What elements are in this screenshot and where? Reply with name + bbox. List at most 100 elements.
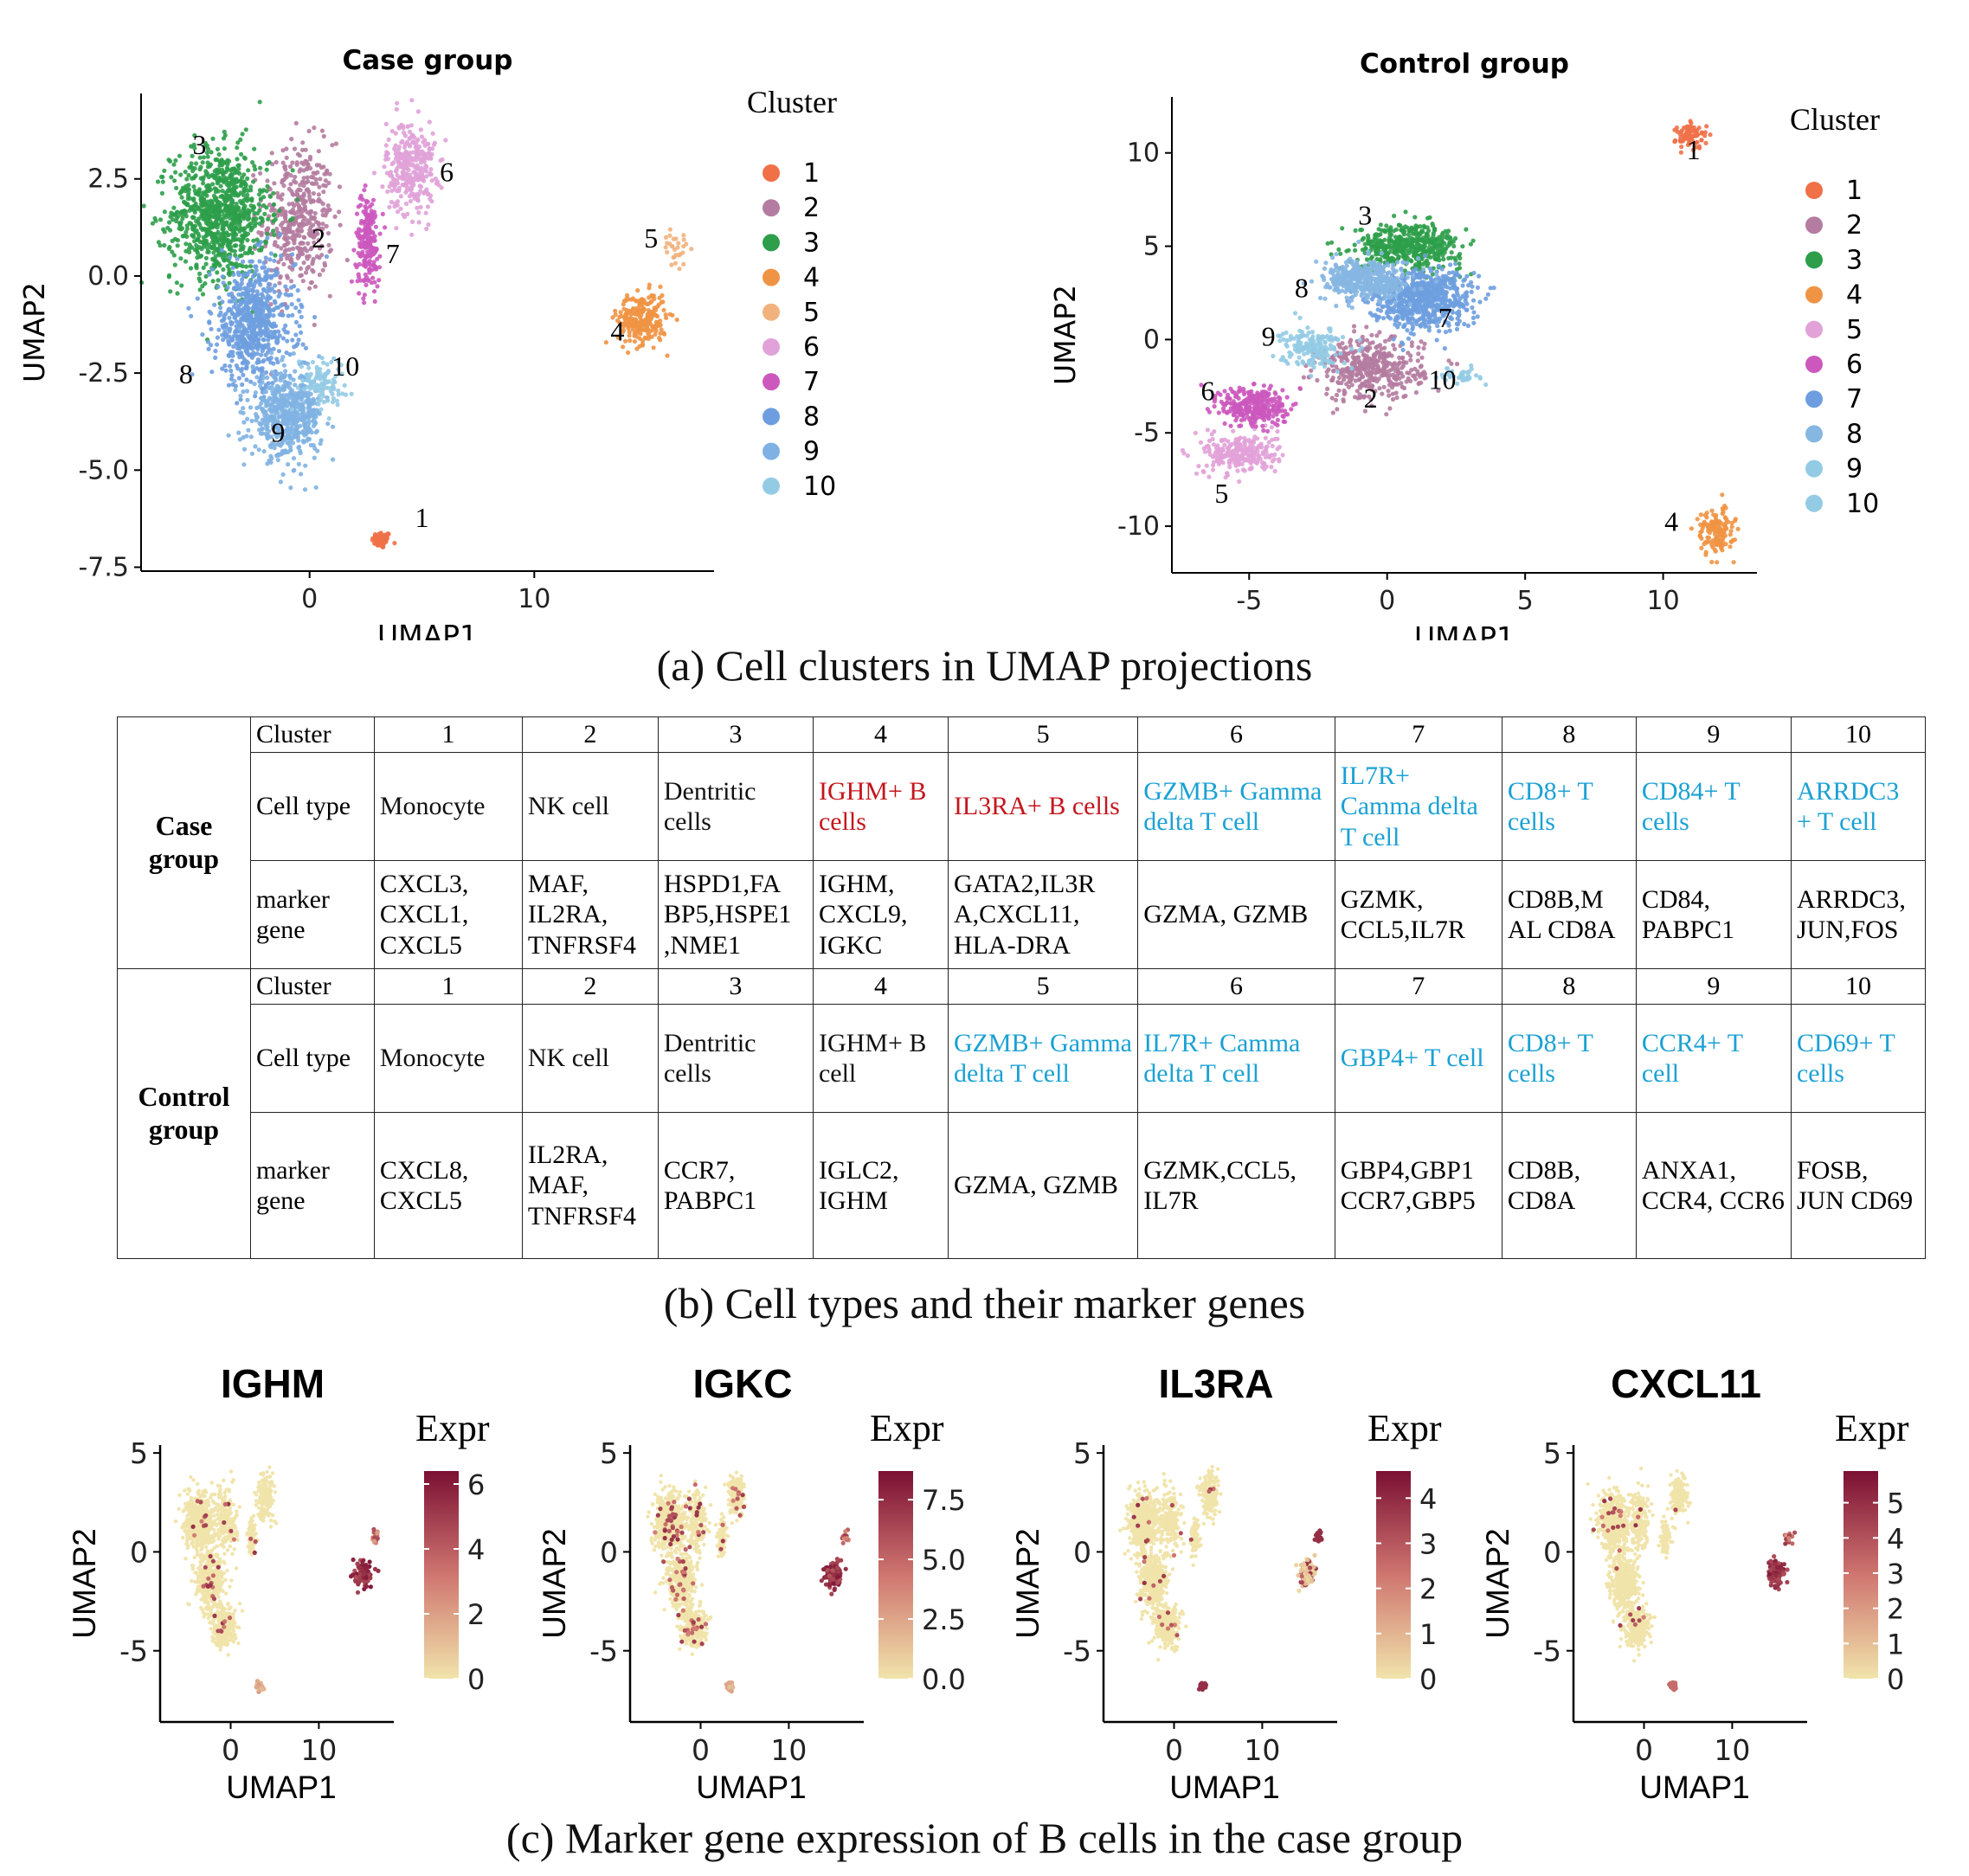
data-point [327, 293, 332, 299]
data-point [414, 173, 419, 178]
y-tick-label: -7.5 [78, 553, 129, 583]
data-point [251, 350, 256, 356]
data-point [312, 240, 317, 245]
data-point [178, 256, 183, 261]
data-point [232, 378, 237, 383]
data-point [1393, 377, 1399, 382]
data-point [325, 231, 331, 236]
data-point [250, 305, 255, 312]
data-point [1431, 231, 1436, 236]
data-point [636, 326, 641, 331]
data-point [263, 255, 268, 260]
data-point [1449, 255, 1454, 260]
data-point [1689, 120, 1694, 125]
data-point [362, 300, 367, 305]
data-point [220, 189, 225, 194]
data-point [186, 305, 191, 311]
data-point [245, 397, 250, 402]
legend-label-10: 10 [803, 472, 836, 502]
data-point [1720, 492, 1725, 498]
data-point [656, 321, 661, 327]
data-point [332, 214, 338, 219]
data-point [405, 163, 410, 168]
data-point [391, 160, 396, 165]
data-point [1703, 552, 1708, 557]
data-point [325, 362, 330, 367]
data-point [271, 190, 276, 196]
data-point [1695, 128, 1700, 133]
data-point [206, 215, 211, 220]
data-point [241, 357, 247, 362]
data-point [1468, 241, 1473, 247]
data-point [264, 189, 269, 194]
data-point [1374, 350, 1380, 355]
data-point [245, 300, 251, 305]
data-point [223, 322, 228, 327]
data-point [681, 233, 686, 238]
data-point [1226, 446, 1232, 451]
data-point [613, 308, 618, 313]
data-point [273, 399, 278, 404]
data-point [415, 205, 420, 210]
data-point [272, 208, 277, 213]
data-point [216, 261, 222, 267]
data-point [179, 283, 184, 288]
data-point [1357, 358, 1362, 363]
data-point [248, 337, 254, 343]
data-point [1352, 242, 1357, 247]
data-point [209, 150, 214, 155]
data-point [1202, 449, 1208, 454]
data-point [262, 343, 267, 348]
data-point [650, 309, 655, 314]
data-point [262, 413, 267, 418]
data-point [216, 179, 221, 184]
data-point [255, 316, 261, 321]
data-point [664, 315, 669, 320]
data-point [1340, 226, 1345, 231]
data-point [1364, 324, 1369, 330]
data-point [268, 251, 273, 256]
data-point [215, 222, 221, 228]
data-point [1728, 529, 1734, 534]
data-point [283, 330, 288, 335]
data-point [177, 222, 183, 227]
data-point [623, 299, 628, 304]
data-point [299, 314, 304, 319]
data-point [1225, 471, 1230, 476]
data-point [378, 539, 383, 544]
data-point [247, 248, 252, 254]
data-point [215, 342, 220, 347]
data-point [1275, 429, 1280, 434]
data-point [211, 262, 216, 267]
data-point [162, 242, 167, 248]
data-point [1198, 440, 1204, 445]
data-point [236, 430, 241, 435]
data-point [190, 168, 196, 174]
cluster-5-points [663, 227, 694, 272]
data-point [1735, 526, 1741, 532]
data-point [357, 254, 363, 259]
data-point [267, 288, 273, 293]
data-point [1712, 531, 1718, 537]
data-point [317, 163, 322, 168]
data-point [662, 331, 667, 337]
data-point [308, 247, 313, 252]
data-point [158, 217, 164, 222]
data-point [241, 308, 247, 313]
data-point [1392, 346, 1397, 351]
data-point [194, 243, 199, 248]
data-point [173, 170, 178, 175]
data-point [261, 202, 267, 209]
data-point [1369, 332, 1374, 337]
data-point [170, 249, 175, 254]
data-point [1723, 524, 1728, 530]
data-point [220, 255, 226, 260]
data-point [364, 282, 369, 287]
data-point [667, 233, 672, 238]
data-point [287, 401, 293, 406]
data-point [1406, 250, 1412, 255]
data-point [370, 197, 376, 202]
data-point [409, 98, 415, 103]
data-point [1391, 372, 1396, 377]
